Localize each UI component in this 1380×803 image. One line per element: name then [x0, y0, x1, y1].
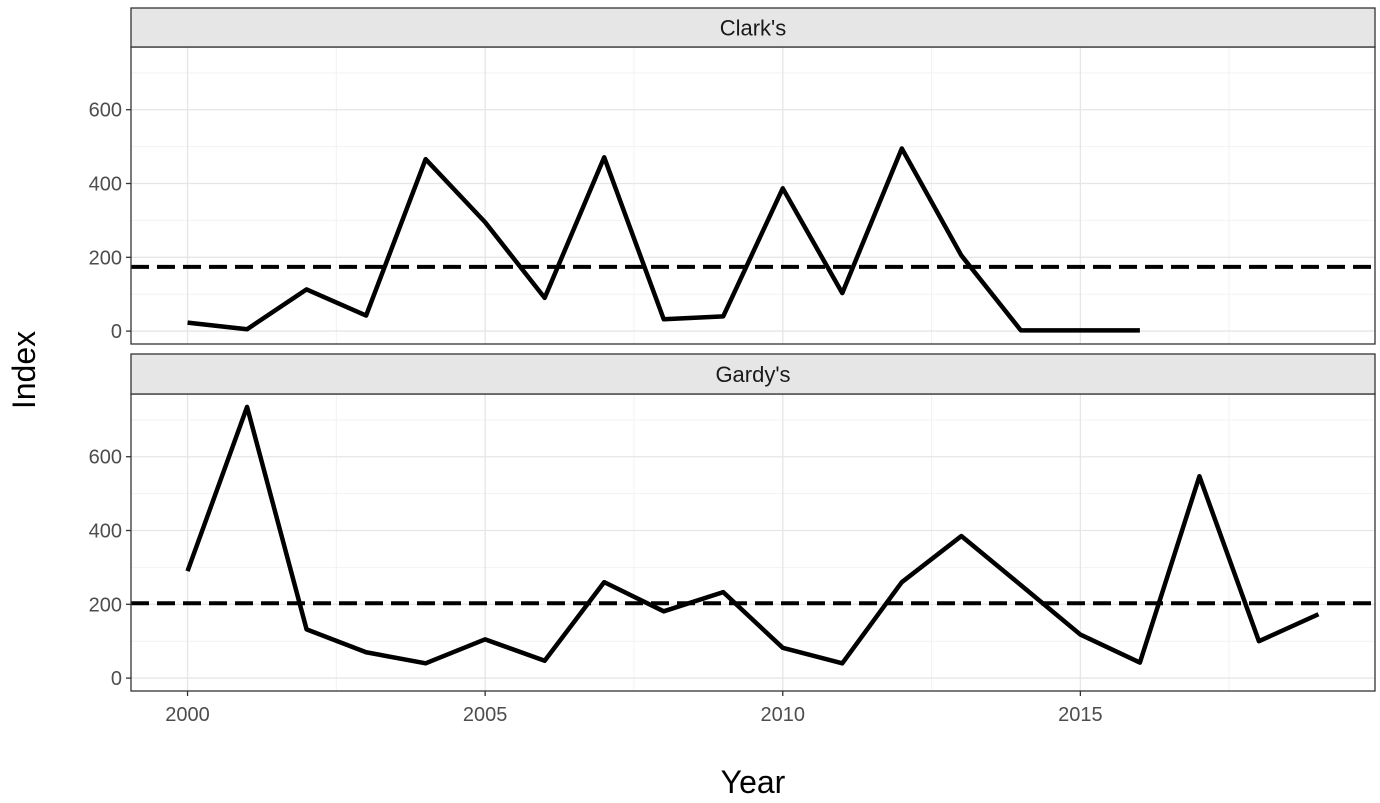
series-line — [187, 146, 1140, 333]
x-axis-title: Year — [721, 764, 786, 800]
panels: 0 200 400 600 Clark's 0 200 400 600 Gardy's — [89, 7, 1376, 692]
facet-strip-label: Gardy's — [715, 362, 790, 387]
x-tick-label: 2010 — [761, 704, 806, 726]
x-axis: 2000 2005 2010 2015 — [165, 691, 1103, 726]
x-tick-label: 2000 — [165, 704, 210, 726]
facet-strip-label: Clark's — [720, 16, 787, 41]
facet-strip — [130, 7, 1376, 48]
y-tick-label: 400 — [89, 174, 122, 196]
y-axis-title: Index — [6, 331, 42, 409]
x-tick-label: 2015 — [1058, 704, 1103, 726]
y-tick-label: 0 — [111, 668, 122, 690]
facet-strip — [130, 353, 1376, 395]
panel-2: 0 200 400 600 Gardy's — [89, 353, 1376, 692]
y-tick-label: 600 — [89, 447, 122, 469]
y-tick-label: 0 — [111, 321, 122, 343]
panel-1: 0 200 400 600 Clark's — [89, 7, 1376, 345]
y-tick-label: 400 — [89, 521, 122, 543]
y-tick-label: 200 — [89, 247, 122, 269]
plot-background — [131, 394, 1375, 691]
series-line — [185, 404, 1320, 666]
y-tick-label: 200 — [89, 594, 122, 616]
plot-background — [131, 47, 1375, 344]
y-tick-label: 600 — [89, 100, 122, 122]
x-tick-label: 2005 — [463, 704, 508, 726]
